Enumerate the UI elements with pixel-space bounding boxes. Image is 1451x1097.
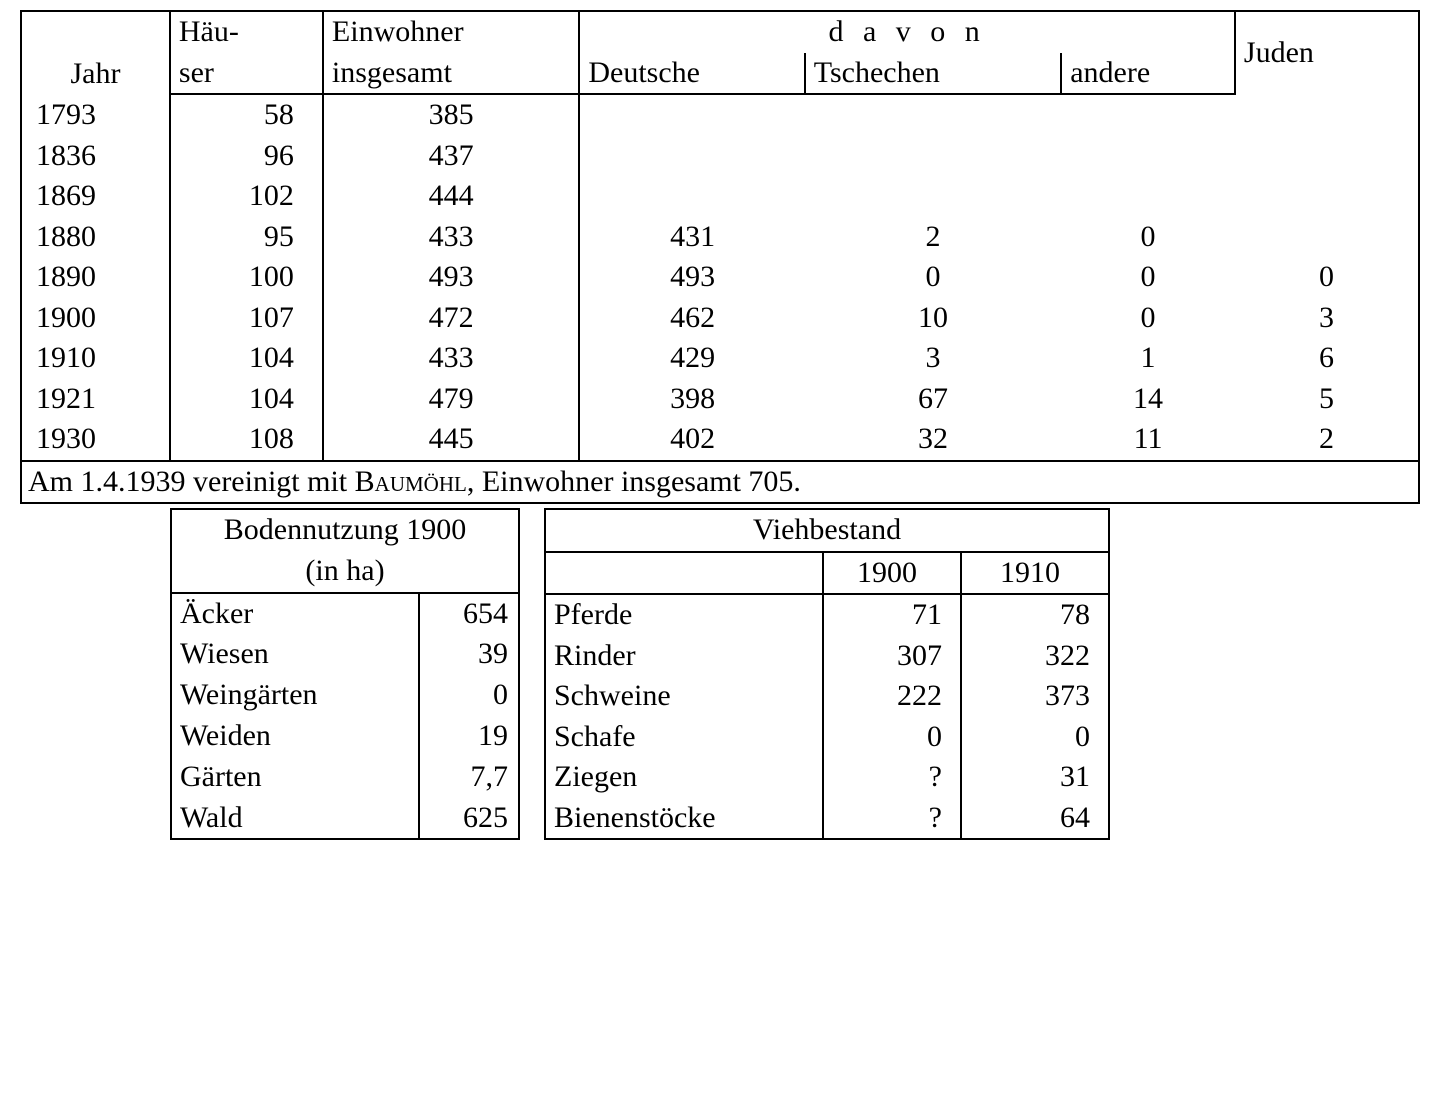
livestock-year2: 1910	[961, 552, 1109, 595]
col-tschechen-header: Tschechen	[805, 53, 1061, 95]
table-row: Schafe00	[545, 717, 1109, 758]
table-row: Schweine222373	[545, 676, 1109, 717]
population-note: Am 1.4.1939 vereinigt mit Baumöhl, Einwo…	[21, 461, 1419, 504]
table-row: 183696437	[21, 136, 1419, 177]
livestock-table: Viehbestand 1900 1910 Pferde7178 Rinder3…	[544, 508, 1110, 840]
col-deutsche-header: Deutsche	[579, 53, 804, 95]
table-row: 179358385	[21, 94, 1419, 136]
table-row: Weiden19	[171, 716, 519, 757]
table-row: Rinder307322	[545, 636, 1109, 677]
table-row: 19001074724621003	[21, 298, 1419, 339]
table-row: 1869102444	[21, 176, 1419, 217]
livestock-title: Viehbestand	[545, 509, 1109, 552]
col-haeuser-header-l2: ser	[170, 53, 323, 95]
land-use-table: Bodennutzung 1900 (in ha) Äcker654 Wiese…	[170, 508, 520, 840]
table-row: 18809543343120	[21, 217, 1419, 258]
col-einwohner-header-l1: Einwohner	[323, 11, 579, 53]
table-row: 192110447939867145	[21, 379, 1419, 420]
table-row: Gärten7,7	[171, 756, 519, 797]
col-davon-header: d a v o n	[579, 11, 1235, 53]
col-jahr-header: Jahr	[21, 11, 170, 94]
table-row: Bienenstöcke?64	[545, 798, 1109, 840]
table-row: Äcker654	[171, 593, 519, 635]
land-title-l1: Bodennutzung 1900	[171, 509, 519, 551]
table-row: Pferde7178	[545, 594, 1109, 636]
table-row: 1910104433429316	[21, 338, 1419, 379]
table-row: 193010844540232112	[21, 419, 1419, 461]
col-juden-header: Juden	[1235, 11, 1419, 94]
table-row: Wald625	[171, 797, 519, 839]
col-andere-header: andere	[1061, 53, 1235, 95]
population-table: Jahr Häu- Einwohner d a v o n Juden ser …	[20, 10, 1420, 504]
table-row: Ziegen?31	[545, 757, 1109, 798]
land-title-l2: (in ha)	[171, 551, 519, 593]
livestock-year1: 1900	[823, 552, 961, 595]
table-row: Weingärten0	[171, 675, 519, 716]
table-row: 1890100493493000	[21, 257, 1419, 298]
col-einwohner-header-l2: insgesamt	[323, 53, 579, 95]
table-row: Wiesen39	[171, 634, 519, 675]
col-haeuser-header-l1: Häu-	[170, 11, 323, 53]
